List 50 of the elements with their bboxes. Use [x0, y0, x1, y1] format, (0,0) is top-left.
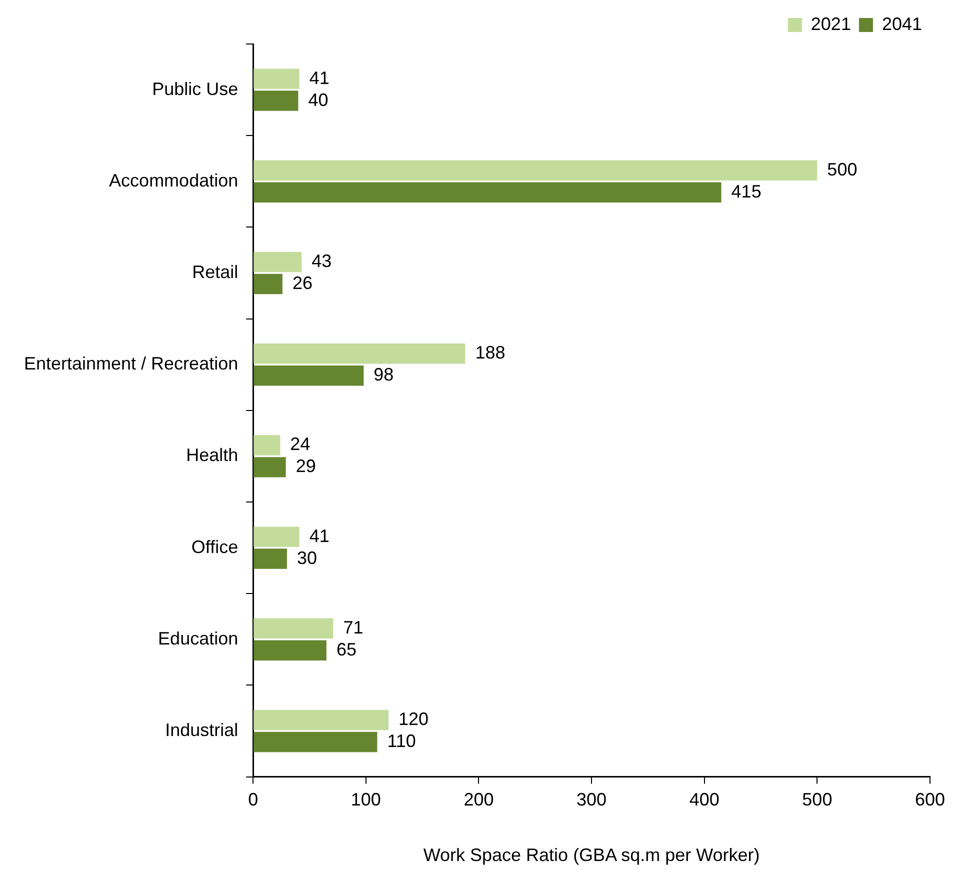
x-tick-label: 300 — [576, 790, 607, 810]
x-tick-label: 100 — [350, 790, 381, 810]
y-tick-label: Entertainment / Recreation — [24, 354, 238, 374]
bar — [254, 618, 334, 639]
y-tick-label: Public Use — [152, 78, 238, 99]
data-label: 29 — [296, 456, 316, 476]
bar — [254, 435, 280, 456]
bar — [254, 90, 298, 111]
data-label: 65 — [336, 639, 356, 660]
bar — [254, 160, 818, 181]
data-label: 500 — [827, 159, 858, 180]
data-label: 71 — [343, 617, 364, 638]
x-tick-label: 600 — [914, 790, 946, 810]
y-tick-label: Office — [191, 536, 238, 557]
x-tick-label: 400 — [689, 790, 720, 810]
data-label: 43 — [312, 250, 332, 271]
data-label: 120 — [398, 708, 429, 729]
bar — [254, 526, 300, 547]
data-label: 30 — [296, 548, 317, 568]
bar — [254, 457, 286, 478]
data-label: 110 — [387, 730, 416, 751]
data-label: 40 — [308, 90, 328, 110]
bar — [254, 182, 722, 203]
bar — [254, 640, 326, 661]
x-tick-label: 500 — [802, 790, 832, 810]
bar — [254, 732, 378, 752]
y-tick-label: Education — [158, 628, 238, 648]
bar — [254, 710, 388, 730]
bar — [254, 548, 287, 569]
x-axis-title: Work Space Ratio (GBA sq.m per Worker) — [423, 845, 760, 866]
bar — [254, 68, 300, 89]
data-label: 24 — [290, 434, 310, 454]
data-label: 41 — [309, 68, 330, 88]
y-tick-label: Retail — [192, 262, 238, 282]
y-tick-label: Accommodation — [109, 170, 238, 190]
data-label: 188 — [475, 342, 506, 363]
bar — [254, 343, 466, 364]
data-label: 415 — [731, 181, 762, 202]
data-label: 41 — [309, 526, 330, 546]
x-tick-label: 0 — [248, 790, 258, 810]
y-tick-label: Health — [186, 445, 238, 466]
x-tick-label: 200 — [464, 790, 494, 810]
data-label: 26 — [292, 272, 312, 293]
data-label: 98 — [374, 364, 394, 385]
y-tick-label: Industrial — [165, 720, 238, 740]
bar — [254, 365, 364, 386]
bar — [254, 252, 302, 272]
bar — [254, 274, 282, 294]
legend-label: 2041 — [882, 14, 922, 34]
legend-label: 2021 — [810, 14, 851, 34]
